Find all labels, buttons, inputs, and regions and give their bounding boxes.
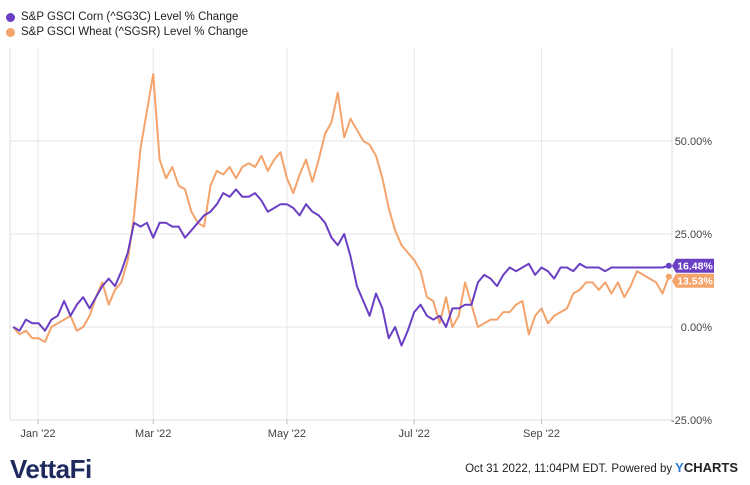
ycharts-logo[interactable]: YCHARTS bbox=[675, 460, 738, 475]
chart-legend: S&P GSCI Corn (^SG3C) Level % Change S&P… bbox=[6, 10, 248, 40]
x-tick-label: Jan '22 bbox=[20, 428, 55, 440]
legend-label-corn: S&P GSCI Corn (^SG3C) Level % Change bbox=[21, 11, 239, 23]
footer-attribution: Oct 31 2022, 11:04PM EDT. Powered by YCH… bbox=[465, 460, 738, 475]
legend-dot-corn bbox=[6, 13, 15, 22]
corn-end-tag bbox=[672, 258, 714, 273]
end-labels: 16.48% 13.53% bbox=[665, 258, 714, 288]
vettafi-logo[interactable]: VettaFi bbox=[10, 454, 92, 484]
footer-timestamp: Oct 31 2022, 11:04PM EDT. bbox=[465, 463, 608, 475]
wheat-end-tag bbox=[672, 273, 714, 288]
legend-label-wheat: S&P GSCI Wheat (^SGSR) Level % Change bbox=[21, 26, 248, 38]
corn-end-label: 16.48% bbox=[677, 261, 713, 273]
y-tick-label: 0.00% bbox=[681, 322, 712, 334]
grid-lines bbox=[9, 48, 673, 421]
x-tick-label: Sep '22 bbox=[523, 428, 560, 440]
legend-item-wheat[interactable]: S&P GSCI Wheat (^SGSR) Level % Change bbox=[6, 25, 248, 40]
series-layer bbox=[12, 73, 670, 347]
y-tick-label: -25.00% bbox=[671, 415, 712, 427]
ycharts-logo-rest: CHARTS bbox=[683, 460, 738, 475]
corn-end-point bbox=[665, 262, 672, 269]
x-axis: Jan '22 Mar '22 May '22 Jul '22 Sep '22 bbox=[20, 420, 560, 440]
x-tick-label: Jul '22 bbox=[398, 428, 429, 440]
wheat-end-point bbox=[665, 273, 672, 280]
wheat-end-label: 13.53% bbox=[677, 276, 713, 288]
chart-footer: VettaFi Oct 31 2022, 11:04PM EDT. Powere… bbox=[0, 446, 750, 484]
y-axis: -25.00% 0.00% 25.00% 50.00% bbox=[671, 136, 712, 427]
x-tick-label: May '22 bbox=[268, 428, 306, 440]
x-tick-label: Mar '22 bbox=[135, 428, 171, 440]
ycharts-logo-y: Y bbox=[675, 460, 684, 475]
y-tick-label: 50.00% bbox=[675, 136, 713, 148]
corn-series-line bbox=[12, 188, 670, 347]
wheat-series-line bbox=[12, 73, 670, 343]
legend-item-corn[interactable]: S&P GSCI Corn (^SG3C) Level % Change bbox=[6, 10, 248, 25]
footer-powered-by: Powered by bbox=[611, 463, 673, 475]
legend-dot-wheat bbox=[6, 28, 15, 37]
y-tick-label: 25.00% bbox=[675, 229, 713, 241]
